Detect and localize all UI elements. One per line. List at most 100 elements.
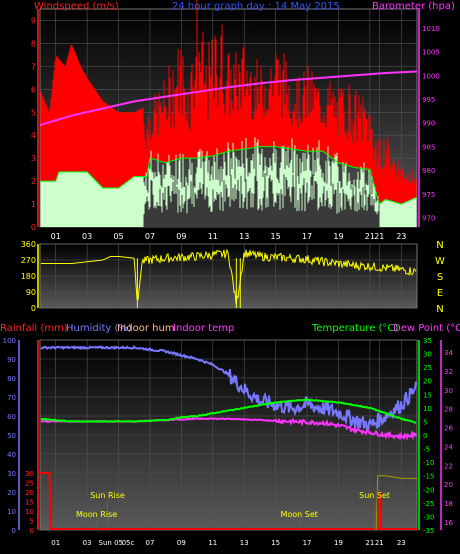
baro-right-tick: 1000 xyxy=(422,72,440,80)
temp-tick: -35 xyxy=(423,527,434,535)
temp-grid xyxy=(40,339,417,531)
rain-tick: 20 xyxy=(25,489,34,497)
baro-right-tick: 975 xyxy=(422,191,435,199)
humidity-tick: 20 xyxy=(7,489,16,497)
sun-moon-label: Moon Set xyxy=(280,510,317,519)
temp-tick: -15 xyxy=(423,473,434,481)
indoor-tick: 26 xyxy=(444,425,453,433)
temp-legend-item: Rainfall (mm) xyxy=(0,323,68,334)
wind-x-tick: 23 xyxy=(396,232,406,241)
temp-legend-item: Temperature (°C) xyxy=(311,323,398,334)
indoor-tick: 16 xyxy=(444,519,453,527)
indoor-tick: 34 xyxy=(444,349,453,357)
temp-legend-item: Indoor hum xyxy=(117,323,175,334)
wind-left-tick: 3 xyxy=(31,154,36,163)
temp-x-tick: 03 xyxy=(83,539,92,547)
wind-x-tick: 01 xyxy=(51,232,61,241)
humidity-tick: 80 xyxy=(7,375,16,383)
rain-tick: 10 xyxy=(25,508,34,516)
temp-tick: 30 xyxy=(423,351,432,359)
wind-left-tick: 5 xyxy=(31,108,36,117)
indoor-tick: 24 xyxy=(444,443,453,451)
temp-hum-panel: Sun Rise Moon Rise Moon Set Sun Set 10 09 0 80… xyxy=(0,323,460,547)
temp-tick: -10 xyxy=(423,459,434,467)
baro-right-tick: 985 xyxy=(422,143,435,151)
sun-moon-label: Sun Rise xyxy=(90,491,125,500)
wind-x-tick: 05 xyxy=(113,232,123,241)
wind-left-tick: 0 xyxy=(31,223,36,232)
temp-legend-item: Dew Point (°C) xyxy=(393,323,460,334)
temp-ticks: 35 30 25 20 15 10 5 0 -5 -10 -15 -20 -25 -30 -35 xyxy=(418,337,434,535)
baro-right-tick: 995 xyxy=(422,96,435,104)
winddir-line xyxy=(41,248,417,305)
temperature-line xyxy=(40,398,417,424)
gust-series xyxy=(40,0,417,204)
temp-tick: 20 xyxy=(423,378,432,386)
winddir-left-tick: 90 xyxy=(26,288,36,297)
temp-tick: 10 xyxy=(423,405,432,413)
humidity-line xyxy=(40,345,417,432)
temp-tick: 5 xyxy=(423,418,427,426)
temp-series xyxy=(40,345,417,531)
wind-x-tick: 09 xyxy=(176,232,186,241)
indoor-tick: 30 xyxy=(444,387,453,395)
wind-left-tick: 7 xyxy=(31,62,36,71)
sun-moon-label: Sun Set xyxy=(359,491,390,500)
temp-x-tick: 09 xyxy=(177,539,186,547)
temp-tick: 35 xyxy=(423,337,432,345)
wind-x-tick: 11 xyxy=(208,232,218,241)
wind-x-tick: 17 xyxy=(302,232,312,241)
avg-line xyxy=(40,146,418,205)
wind-left-tick: 1 xyxy=(31,200,36,209)
temp-tick: -5 xyxy=(423,446,430,454)
barometer-legend: Barometer (hpa) xyxy=(372,1,455,12)
indoor-tick: 28 xyxy=(444,406,453,414)
wind-x-ticks: 01 03 05 07 09 11 13 15 17 19 21 21 23 xyxy=(51,232,407,241)
temp-tick: 0 xyxy=(423,432,427,440)
rain-tick: 30 xyxy=(25,470,34,478)
baro-right-tick: 980 xyxy=(422,167,435,175)
winddir-series xyxy=(41,248,417,308)
compass-label: S xyxy=(437,272,443,283)
indoor-tick: 32 xyxy=(444,368,453,376)
winddir-left-ticks: 360 270 180 90 0 xyxy=(21,240,39,313)
indoor-tick: 18 xyxy=(444,500,453,508)
temp-x-tick: 17 xyxy=(303,539,312,547)
humidity-tick: 70 xyxy=(7,394,16,402)
temp-tick: 25 xyxy=(423,364,432,372)
rain-tick: 0 xyxy=(30,527,34,535)
humidity-tick: 60 xyxy=(7,413,16,421)
wind-left-ticks: 9 8 7 6 5 4 3 2 1 0 xyxy=(31,9,39,232)
baro-right-ticks: 1010 1005 1000 995 990 985 980 975 970 xyxy=(418,9,440,227)
chart-title: 24 hour graph day : 14 May 2015 xyxy=(172,1,340,12)
sun-moon-label: Moon Rise xyxy=(76,510,117,519)
temp-legend-item: Humidity (%) xyxy=(66,323,132,334)
baro-line xyxy=(39,70,418,127)
temp-x-tick: 13 xyxy=(240,539,249,547)
temp-tick: -30 xyxy=(423,513,434,521)
compass-label: N xyxy=(436,304,443,315)
indoor-tick: 22 xyxy=(444,462,453,470)
wind-x-tick: 07 xyxy=(145,232,155,241)
wind-left-tick: 6 xyxy=(31,85,36,94)
temp-legend: Rainfall (mm)Humidity (%)Indoor humIndoo… xyxy=(0,323,460,334)
wind-x-tick: 19 xyxy=(333,232,343,241)
temp-legend-item: Indoor temp xyxy=(173,323,234,334)
temp-x-tick: 11 xyxy=(208,539,217,547)
compass-label: E xyxy=(437,288,443,299)
temp-x-tick: 19 xyxy=(334,539,343,547)
temp-x-tick: 05c xyxy=(122,539,135,547)
winddir-left-tick: 0 xyxy=(31,304,36,313)
rain-tick: 15 xyxy=(25,499,34,507)
humidity-tick: 40 xyxy=(7,451,16,459)
indoor-ticks: 34 32 30 28 26 24 22 20 18 16 xyxy=(440,340,453,530)
compass-label: W xyxy=(435,256,445,267)
temp-x-tick: 21 xyxy=(365,539,374,547)
indoor-tick: 20 xyxy=(444,481,453,489)
baro-right-tick: 970 xyxy=(422,215,435,223)
